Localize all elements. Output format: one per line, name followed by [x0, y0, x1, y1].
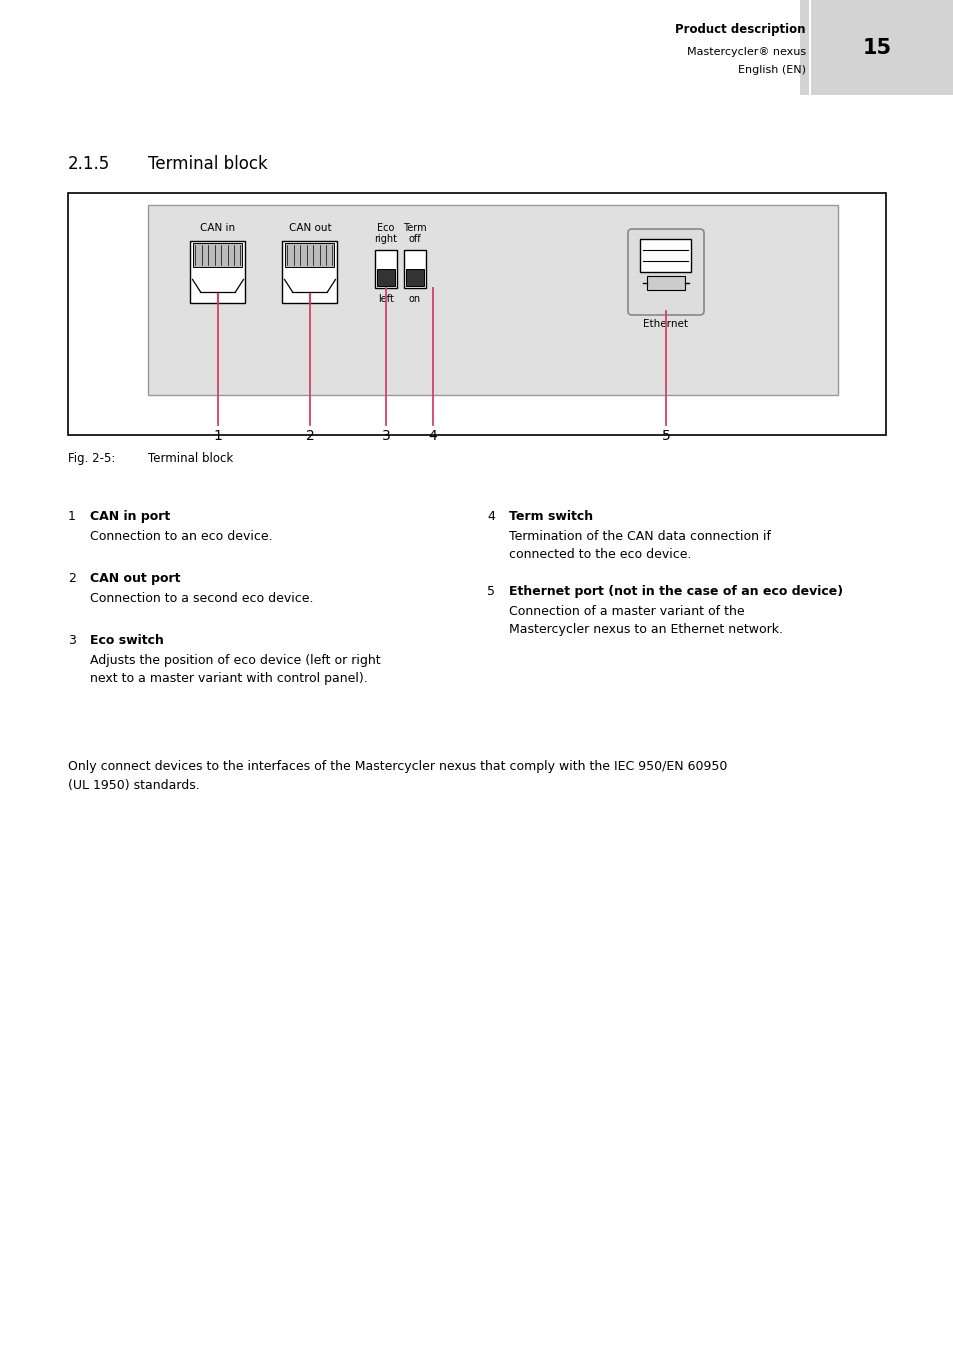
Bar	[406, 269, 423, 286]
Bar	[191, 242, 245, 302]
Bar	[403, 250, 426, 288]
Text: Term: Term	[403, 223, 426, 234]
Text: Connection to an eco device.: Connection to an eco device.	[90, 531, 273, 543]
Bar	[148, 205, 837, 396]
Text: Eco switch: Eco switch	[90, 634, 164, 647]
Text: 2: 2	[68, 572, 76, 585]
Text: 1: 1	[68, 510, 76, 522]
Text: Connection to a second eco device.: Connection to a second eco device.	[90, 593, 314, 605]
Text: English (EN): English (EN)	[738, 65, 805, 76]
Bar	[193, 243, 242, 266]
Text: CAN in port: CAN in port	[90, 510, 170, 522]
Text: Term switch: Term switch	[509, 510, 593, 522]
Text: 3: 3	[68, 634, 76, 647]
Text: left: left	[377, 294, 394, 304]
Bar	[375, 250, 396, 288]
Text: 3: 3	[381, 429, 390, 443]
Text: 5: 5	[661, 429, 670, 443]
Text: Ethernet port (not in the case of an eco device): Ethernet port (not in the case of an eco…	[509, 585, 842, 598]
Bar	[282, 242, 337, 302]
Text: on: on	[409, 294, 420, 304]
Text: 2: 2	[305, 429, 314, 443]
Text: Fig. 2-5:: Fig. 2-5:	[68, 452, 115, 464]
Bar	[800, 0, 953, 95]
Text: Terminal block: Terminal block	[148, 155, 268, 173]
Bar	[647, 275, 684, 290]
Text: Mastercycler nexus to an Ethernet network.: Mastercycler nexus to an Ethernet networ…	[509, 622, 782, 636]
Text: 4: 4	[428, 429, 436, 443]
Text: Mastercycler® nexus: Mastercycler® nexus	[686, 47, 805, 57]
Text: next to a master variant with control panel).: next to a master variant with control pa…	[90, 672, 367, 684]
Text: (UL 1950) standards.: (UL 1950) standards.	[68, 779, 199, 792]
Text: CAN out port: CAN out port	[90, 572, 180, 585]
Text: off: off	[408, 234, 421, 244]
Text: Ethernet: Ethernet	[643, 319, 688, 329]
Bar	[376, 269, 395, 286]
Text: Adjusts the position of eco device (left or right: Adjusts the position of eco device (left…	[90, 653, 380, 667]
Text: CAN in: CAN in	[200, 223, 235, 234]
Text: 2.1.5: 2.1.5	[68, 155, 111, 173]
Text: 15: 15	[862, 38, 891, 58]
Bar	[285, 243, 335, 266]
Text: CAN out: CAN out	[289, 223, 331, 234]
Text: right: right	[375, 234, 397, 244]
Text: Only connect devices to the interfaces of the Mastercycler nexus that comply wit: Only connect devices to the interfaces o…	[68, 760, 726, 774]
FancyBboxPatch shape	[627, 230, 703, 315]
Text: Termination of the CAN data connection if: Termination of the CAN data connection i…	[509, 531, 770, 543]
Text: Product description: Product description	[675, 23, 805, 36]
Text: Terminal block: Terminal block	[148, 452, 233, 464]
Text: 4: 4	[486, 510, 495, 522]
Bar	[639, 239, 691, 271]
Text: connected to the eco device.: connected to the eco device.	[509, 548, 691, 562]
Text: 5: 5	[486, 585, 495, 598]
Text: Eco: Eco	[377, 223, 395, 234]
Text: Connection of a master variant of the: Connection of a master variant of the	[509, 605, 744, 618]
Text: 1: 1	[213, 429, 222, 443]
Bar	[68, 193, 885, 435]
